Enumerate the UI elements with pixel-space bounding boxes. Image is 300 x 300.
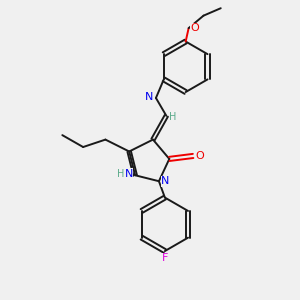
Text: O: O (195, 151, 204, 161)
Text: O: O (191, 23, 200, 33)
Text: N: N (145, 92, 154, 101)
Text: N: N (161, 176, 169, 186)
Text: H: H (117, 169, 124, 179)
Text: N: N (124, 169, 133, 179)
Text: H: H (169, 112, 177, 122)
Text: F: F (162, 254, 168, 263)
